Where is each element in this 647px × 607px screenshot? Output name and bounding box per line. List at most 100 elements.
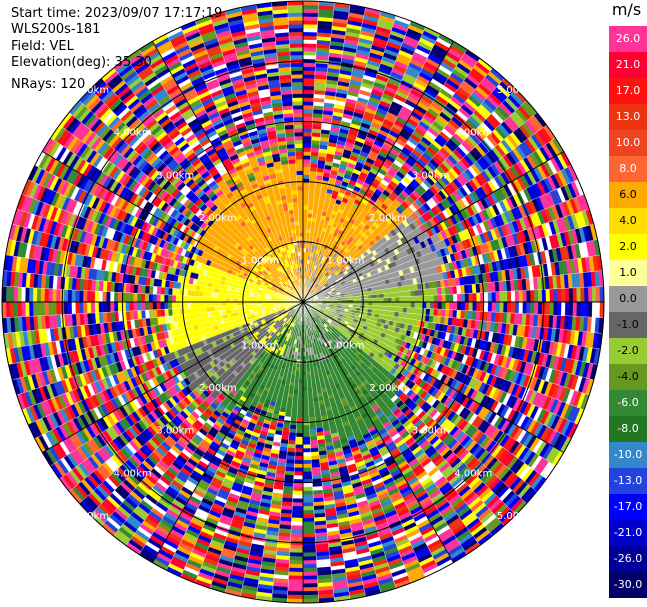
velocity-gate xyxy=(152,301,157,311)
velocity-gate xyxy=(206,296,211,303)
velocity-gate xyxy=(437,287,442,296)
velocity-gate xyxy=(588,286,593,303)
velocity-gate xyxy=(190,301,196,309)
velocity-gate xyxy=(510,290,516,303)
velocity-gate xyxy=(225,293,231,299)
velocity-gate xyxy=(375,293,381,299)
velocity-gate xyxy=(410,295,416,303)
velocity-gate xyxy=(136,301,142,311)
velocity-gate xyxy=(302,162,311,168)
velocity-gate xyxy=(310,159,319,164)
velocity-gate xyxy=(171,294,176,303)
velocity-gate xyxy=(302,124,313,129)
velocity-gate xyxy=(406,296,412,303)
velocity-gate xyxy=(175,295,180,303)
velocity-gate xyxy=(167,301,173,310)
velocity-gate xyxy=(364,298,369,303)
velocity-gate xyxy=(129,301,134,312)
velocity-gate xyxy=(387,297,392,303)
velocity-gate xyxy=(310,147,320,153)
velocity-gate xyxy=(302,97,314,102)
velocity-gate xyxy=(13,286,18,303)
velocity-gate xyxy=(206,306,212,313)
velocity-gate xyxy=(309,170,317,176)
velocity-gate xyxy=(217,301,223,307)
velocity-gate xyxy=(140,301,146,311)
velocity-gate xyxy=(302,101,314,106)
velocity-gate xyxy=(444,286,450,295)
velocity-gate xyxy=(163,294,169,303)
velocity-gate xyxy=(308,197,315,203)
velocity-gate xyxy=(191,307,196,314)
velocity-gate xyxy=(310,151,319,157)
velocity-gate xyxy=(499,291,504,303)
velocity-gate xyxy=(449,293,454,303)
velocity-gate xyxy=(302,147,312,152)
velocity-gate xyxy=(187,295,192,303)
velocity-gate xyxy=(63,289,69,303)
velocity-gate xyxy=(460,293,466,303)
velocity-gate xyxy=(152,293,157,303)
velocity-gate xyxy=(292,201,299,207)
velocity-gate xyxy=(288,24,304,29)
velocity-gate xyxy=(291,193,298,199)
velocity-gate xyxy=(289,43,304,48)
velocity-gate xyxy=(302,93,315,98)
velocity-gate xyxy=(437,294,443,303)
velocity-gate xyxy=(507,290,512,303)
velocity-gate xyxy=(290,66,304,71)
velocity-gate xyxy=(210,306,215,312)
velocity-gate xyxy=(287,151,296,157)
velocity-gate xyxy=(63,301,69,315)
velocity-gate xyxy=(117,292,123,303)
velocity-gate xyxy=(229,298,234,303)
velocity-gate xyxy=(206,301,211,308)
velocity-gate xyxy=(175,301,180,309)
velocity-gate xyxy=(568,287,574,303)
velocity-gate xyxy=(293,124,304,129)
velocity-gate xyxy=(308,186,316,191)
velocity-gate xyxy=(171,301,176,310)
velocity-gate xyxy=(291,93,304,98)
velocity-gate xyxy=(221,293,227,299)
velocity-gate xyxy=(191,290,196,297)
velocity-gate xyxy=(383,292,388,298)
velocity-gate xyxy=(218,292,223,298)
velocity-gate xyxy=(584,286,589,303)
velocity-gate xyxy=(25,287,30,303)
velocity-gate xyxy=(293,128,304,133)
velocity-gate xyxy=(302,24,318,29)
velocity-gate xyxy=(175,308,181,316)
velocity-gate xyxy=(36,301,42,317)
velocity-gate xyxy=(297,197,304,202)
velocity-gate xyxy=(302,201,309,206)
velocity-gate xyxy=(117,301,123,312)
velocity-gate xyxy=(302,197,309,202)
velocity-gate xyxy=(289,51,304,56)
velocity-gate xyxy=(526,289,531,303)
velocity-gate xyxy=(237,301,242,306)
velocity-gate xyxy=(307,213,313,218)
velocity-gate xyxy=(302,85,315,91)
velocity-gate xyxy=(456,285,462,295)
velocity-gate xyxy=(394,291,400,298)
velocity-gate xyxy=(302,143,312,149)
velocity-gate xyxy=(129,292,134,303)
velocity-gate xyxy=(86,290,92,303)
velocity-gate xyxy=(399,296,404,303)
velocity-gate xyxy=(372,298,377,303)
velocity-gate xyxy=(452,285,458,295)
velocity-gate xyxy=(102,291,107,303)
velocity-gate xyxy=(302,209,308,214)
velocity-gate xyxy=(48,301,53,316)
velocity-gate xyxy=(309,163,318,168)
velocity-gate xyxy=(194,296,200,303)
velocity-gate xyxy=(291,89,304,95)
velocity-gate xyxy=(379,293,385,299)
velocity-gate xyxy=(225,305,231,311)
velocity-gate xyxy=(308,182,316,188)
velocity-gate xyxy=(395,296,400,303)
velocity-gate xyxy=(5,301,11,318)
velocity-gate xyxy=(302,228,307,233)
